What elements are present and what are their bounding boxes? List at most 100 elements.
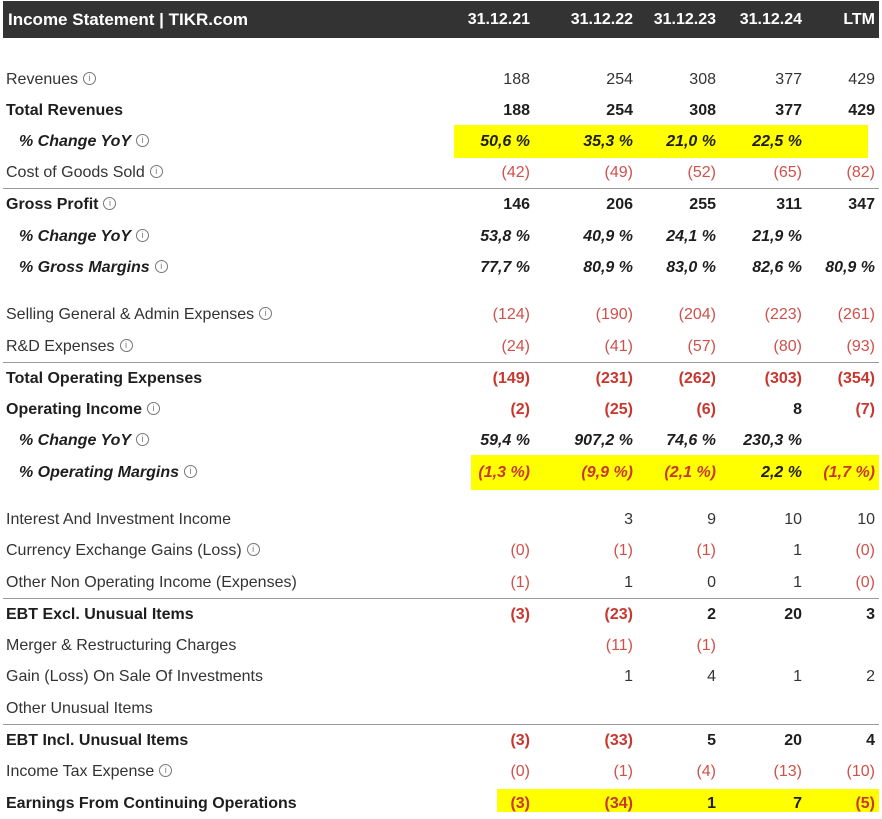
cell-2024: 2,2 % [761, 464, 802, 481]
row-label: Operating Income i [6, 394, 161, 425]
cell-ltm: 429 [848, 71, 875, 88]
cell-2021: (1) [510, 574, 530, 591]
cell-2022: 254 [606, 71, 633, 88]
info-icon[interactable]: i [154, 260, 168, 274]
cell-2024: 377 [775, 102, 802, 119]
cell-2023: 1 [707, 795, 716, 812]
cell-2023: 5 [707, 732, 716, 749]
cell-ltm: (354) [837, 370, 875, 387]
cell-2021: (3) [510, 732, 530, 749]
cell-2023: 24,1 % [666, 228, 716, 245]
table-row-income-tax-expense: Income Tax Expense i (0) (1) (4) (13) (10) [3, 756, 879, 787]
row-label: Other Unusual Items [6, 700, 153, 717]
info-icon[interactable]: i [149, 165, 163, 179]
row-label: % Operating Margins i [19, 457, 198, 488]
table-row-gross-margins: % Gross Margins i 77,7 % 80,9 % 83,0 % 82,6 %… [3, 252, 879, 283]
table-row-revenues: Revenues i 188 254 308 377 429 [3, 64, 879, 95]
cell-2024: 8 [793, 401, 802, 418]
table-row-other-unusual-items: Other Unusual Items [3, 693, 879, 724]
cell-ltm: 2 [866, 668, 875, 685]
cell-ltm: (7) [855, 401, 875, 418]
row-label: Interest And Investment Income [6, 511, 232, 528]
cell-2022: 3 [624, 511, 633, 528]
row-label: Currency Exchange Gains (Loss) i [6, 535, 260, 566]
cell-2022: 80,9 % [583, 259, 633, 276]
row-label: Selling General & Admin Expenses i [6, 299, 273, 330]
info-icon[interactable]: i [147, 402, 161, 416]
cell-2023: 9 [707, 511, 716, 528]
column-header-2023[interactable]: 31.12.23 [653, 11, 716, 28]
cell-2021: 146 [503, 196, 530, 213]
cell-2023: 308 [689, 102, 716, 119]
cell-2024: (303) [764, 370, 802, 387]
cell-2021: 188 [503, 71, 530, 88]
cell-2024: 377 [775, 71, 802, 88]
row-label: Earnings From Continuing Operations [6, 795, 297, 812]
cell-2022: 907,2 % [574, 432, 633, 449]
cell-2022: (231) [595, 370, 633, 387]
info-icon[interactable]: i [83, 72, 97, 86]
info-icon[interactable]: i [159, 764, 173, 778]
row-label: Income Tax Expense i [6, 756, 173, 787]
row-label: Revenues i [6, 64, 97, 95]
cell-2023: (4) [696, 763, 716, 780]
info-icon[interactable]: i [119, 339, 133, 353]
cell-2021: (24) [501, 338, 530, 355]
info-icon[interactable]: i [136, 134, 150, 148]
column-header-ltm[interactable]: LTM [843, 11, 875, 28]
cell-ltm: 80,9 % [825, 259, 875, 276]
cell-ltm: (0) [855, 574, 875, 591]
cell-2021: 53,8 % [480, 228, 530, 245]
cell-2024: (223) [764, 306, 802, 323]
table-row-total-revenues: Total Revenues 188 254 308 377 429 [3, 95, 879, 126]
table-row-ebt-incl-unusual: EBT Incl. Unusual Items (3) (33) 5 20 4 [3, 724, 879, 756]
cell-2023: 4 [707, 668, 716, 685]
cell-ltm: (82) [846, 164, 875, 181]
column-header-2022[interactable]: 31.12.22 [570, 11, 633, 28]
cell-2024: 7 [793, 795, 802, 812]
table-row-earnings-continuing-operations: Earnings From Continuing Operations (3) (3… [3, 788, 879, 819]
table-row-operating-income-change-yoy: % Change YoY i 59,4 % 907,2 % 74,6 % 230,3 % [3, 425, 879, 456]
cell-2021: (3) [510, 606, 530, 623]
cell-2024: 230,3 % [743, 432, 802, 449]
info-icon[interactable]: i [184, 465, 198, 479]
page-title: Income Statement | TIKR.com [8, 10, 248, 29]
row-label: % Change YoY i [19, 221, 150, 252]
table-row-revenue-change-yoy: % Change YoY i 50,6 % 35,3 % 21,0 % 22,5 % [3, 126, 879, 157]
row-label: Total Operating Expenses [6, 370, 203, 387]
cell-2024: 1 [793, 574, 802, 591]
cell-2023: 74,6 % [666, 432, 716, 449]
cell-2024: 21,9 % [752, 228, 802, 245]
cell-2024: 10 [784, 511, 802, 528]
cell-2022: 1 [624, 574, 633, 591]
cell-ltm: 3 [866, 606, 875, 623]
row-label: Gross Profit i [6, 189, 117, 220]
table-row-gain-on-sale-investments: Gain (Loss) On Sale Of Investments 1 4 1 2 [3, 661, 879, 692]
row-label: Gain (Loss) On Sale Of Investments [6, 668, 263, 685]
cell-2022: (49) [604, 164, 633, 181]
cell-2022: (1) [613, 763, 633, 780]
info-icon[interactable]: i [246, 543, 260, 557]
info-icon[interactable]: i [136, 433, 150, 447]
column-header-2024[interactable]: 31.12.24 [739, 11, 802, 28]
column-header-2021[interactable]: 31.12.21 [467, 11, 530, 28]
info-icon[interactable]: i [259, 307, 273, 321]
row-label: % Change YoY i [19, 126, 150, 157]
table-row-merger-restructuring-charges: Merger & Restructuring Charges (11) (1) [3, 630, 879, 661]
cell-2022: 254 [606, 102, 633, 119]
info-icon[interactable]: i [103, 197, 117, 211]
info-icon[interactable]: i [136, 229, 150, 243]
cell-2023: (52) [687, 164, 716, 181]
row-label: Total Revenues [6, 102, 124, 119]
cell-ltm: (0) [855, 542, 875, 559]
cell-2022: (23) [604, 606, 633, 623]
cell-ltm: (10) [846, 763, 875, 780]
cell-2023: (6) [696, 401, 716, 418]
row-label: Cost of Goods Sold i [6, 157, 163, 188]
cell-2024: 20 [784, 732, 802, 749]
row-label: R&D Expenses i [6, 331, 133, 362]
cell-2023: (204) [678, 306, 716, 323]
table-header: Income Statement | TIKR.com 31.12.21 31.… [3, 1, 879, 38]
cell-2023: 308 [689, 71, 716, 88]
cell-2023: (57) [687, 338, 716, 355]
